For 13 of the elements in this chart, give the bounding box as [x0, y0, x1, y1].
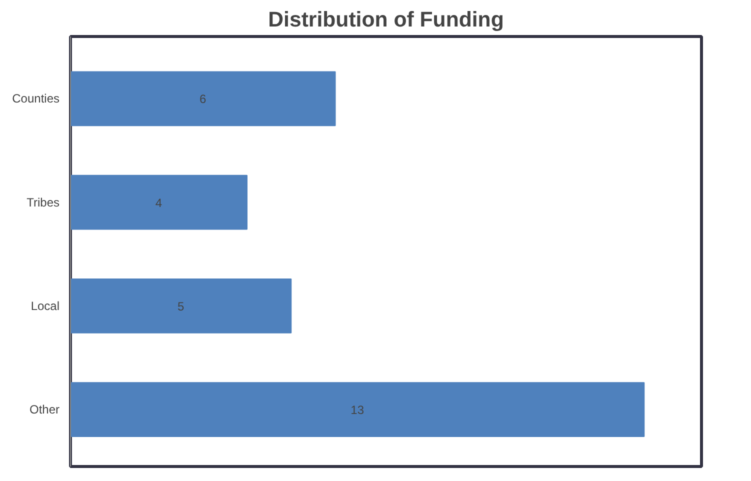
y-tick-label: Local — [30, 298, 60, 313]
data-label: 4 — [155, 196, 162, 210]
data-label: 5 — [177, 299, 184, 314]
y-tick-label: Other — [29, 402, 60, 417]
bar — [70, 71, 336, 126]
data-label: 13 — [350, 403, 364, 418]
y-tick-label: Tribes — [26, 195, 60, 210]
chart-title: Distribution of Funding — [268, 8, 504, 32]
bar — [70, 382, 645, 437]
data-label: 6 — [200, 92, 207, 106]
y-tick-label: Counties — [12, 92, 60, 106]
bar — [70, 278, 292, 334]
bar — [70, 174, 248, 230]
